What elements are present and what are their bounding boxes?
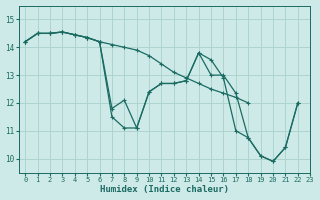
X-axis label: Humidex (Indice chaleur): Humidex (Indice chaleur) <box>100 185 229 194</box>
